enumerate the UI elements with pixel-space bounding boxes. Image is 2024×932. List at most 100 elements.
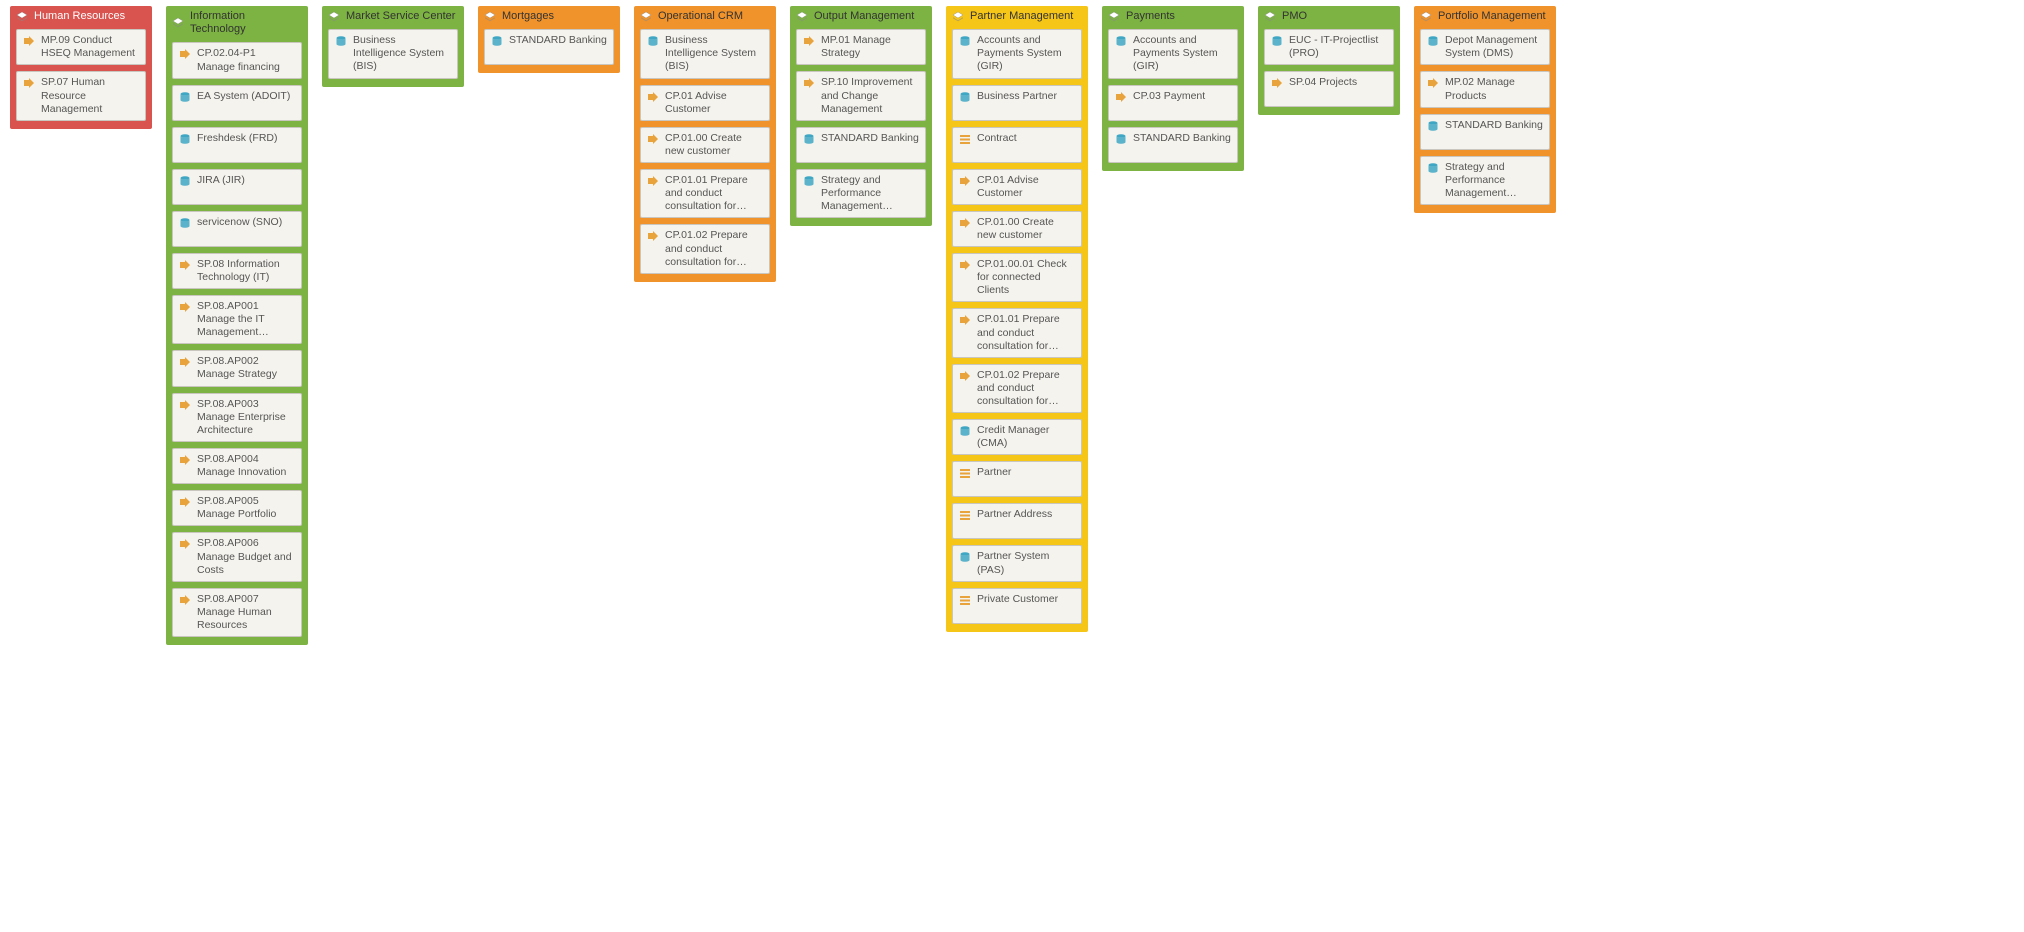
system-db-icon	[959, 91, 971, 103]
card[interactable]: CP.02.04-P1 Manage financing	[172, 42, 302, 78]
card[interactable]: CP.01.01 Prepare and conduct consultatio…	[640, 169, 770, 218]
card[interactable]: SP.07 Human Resource Management	[16, 71, 146, 120]
card[interactable]: CP.01.00 Create new customer	[952, 211, 1082, 247]
card[interactable]: JIRA (JIR)	[172, 169, 302, 205]
card[interactable]: Partner Address	[952, 503, 1082, 539]
card[interactable]: STANDARD Banking	[796, 127, 926, 163]
layers-icon	[1420, 11, 1432, 23]
system-db-icon	[647, 35, 659, 47]
card-label: CP.02.04-P1 Manage financing	[197, 47, 295, 73]
kanban-board: Human Resources MP.09 Conduct HSEQ Manage…	[0, 0, 1566, 665]
card[interactable]: Accounts and Payments System (GIR)	[1108, 29, 1238, 78]
column-payments: Payments Accounts and Payments System (G…	[1102, 6, 1244, 171]
system-db-icon	[1115, 133, 1127, 145]
card[interactable]: Freshdesk (FRD)	[172, 127, 302, 163]
column-header[interactable]: Information Technology	[166, 6, 308, 42]
card-label: Depot Management System (DMS)	[1445, 34, 1543, 60]
system-db-icon	[491, 35, 503, 47]
layers-icon	[328, 11, 340, 23]
card[interactable]: Depot Management System (DMS)	[1420, 29, 1550, 65]
card-label: SP.07 Human Resource Management	[41, 76, 139, 115]
system-db-icon	[335, 35, 347, 47]
card[interactable]: EA System (ADOIT)	[172, 85, 302, 121]
system-db-icon	[803, 133, 815, 145]
process-arrow-icon	[179, 454, 191, 466]
system-db-icon	[1115, 35, 1127, 47]
process-arrow-icon	[1271, 77, 1283, 89]
column-title: Portfolio Management	[1438, 10, 1550, 23]
card-label: SP.08 Information Technology (IT)	[197, 258, 295, 284]
layers-icon	[796, 11, 808, 23]
column-header[interactable]: Human Resources	[10, 6, 152, 29]
card[interactable]: SP.08 Information Technology (IT)	[172, 253, 302, 289]
card[interactable]: SP.08.AP003 Manage Enterprise Architectu…	[172, 393, 302, 442]
card[interactable]: CP.01.02 Prepare and conduct consultatio…	[640, 224, 770, 273]
card[interactable]: Credit Manager (CMA)	[952, 419, 1082, 455]
card[interactable]: SP.08.AP004 Manage Innovation	[172, 448, 302, 484]
process-arrow-icon	[179, 48, 191, 60]
column-header[interactable]: Operational CRM	[634, 6, 776, 29]
process-arrow-icon	[803, 77, 815, 89]
process-arrow-icon	[179, 356, 191, 368]
card[interactable]: STANDARD Banking	[1108, 127, 1238, 163]
card[interactable]: STANDARD Banking	[484, 29, 614, 65]
column-title: Payments	[1126, 10, 1238, 23]
card-label: Business Intelligence System (BIS)	[353, 34, 451, 73]
card[interactable]: Private Customer	[952, 588, 1082, 624]
card[interactable]: Partner	[952, 461, 1082, 497]
process-arrow-icon	[647, 91, 659, 103]
card[interactable]: Contract	[952, 127, 1082, 163]
card[interactable]: CP.01 Advise Customer	[640, 85, 770, 121]
column-header[interactable]: Partner Management	[946, 6, 1088, 29]
column-header[interactable]: Market Service Center	[322, 6, 464, 29]
card[interactable]: SP.08.AP005 Manage Portfolio	[172, 490, 302, 526]
card[interactable]: CP.03 Payment	[1108, 85, 1238, 121]
card[interactable]: Strategy and Performance Management Syst…	[1420, 156, 1550, 205]
card-label: CP.01.00.01 Check for connected Clients	[977, 258, 1075, 297]
card[interactable]: MP.02 Manage Products	[1420, 71, 1550, 107]
process-arrow-icon	[959, 259, 971, 271]
card[interactable]: MP.09 Conduct HSEQ Management	[16, 29, 146, 65]
card-label: SP.08.AP006 Manage Budget and Costs	[197, 537, 295, 576]
column-title: Human Resources	[34, 10, 146, 23]
card[interactable]: CP.01.01 Prepare and conduct consultatio…	[952, 308, 1082, 357]
card[interactable]: Strategy and Performance Management Syst…	[796, 169, 926, 218]
card[interactable]: CP.01.02 Prepare and conduct consultatio…	[952, 364, 1082, 413]
card[interactable]: SP.08.AP007 Manage Human Resources	[172, 588, 302, 637]
card[interactable]: servicenow (SNO)	[172, 211, 302, 247]
layers-icon	[16, 11, 28, 23]
card-label: CP.01.01 Prepare and conduct consultatio…	[977, 313, 1075, 352]
card[interactable]: SP.08.AP006 Manage Budget and Costs	[172, 532, 302, 581]
column-header[interactable]: Portfolio Management	[1414, 6, 1556, 29]
card[interactable]: SP.08.AP002 Manage Strategy	[172, 350, 302, 386]
column-cards: MP.01 Manage Strategy SP.10 Improvement a…	[790, 29, 932, 218]
column-title: Operational CRM	[658, 10, 770, 23]
card[interactable]: SP.08.AP001 Manage the IT Management Fra…	[172, 295, 302, 344]
column-header[interactable]: Mortgages	[478, 6, 620, 29]
column-title: Output Management	[814, 10, 926, 23]
column-header[interactable]: Payments	[1102, 6, 1244, 29]
column-header[interactable]: PMO	[1258, 6, 1400, 29]
column-header[interactable]: Output Management	[790, 6, 932, 29]
card-label: MP.09 Conduct HSEQ Management	[41, 34, 139, 60]
card[interactable]: CP.01.00.01 Check for connected Clients	[952, 253, 1082, 302]
column-output-management: Output Management MP.01 Manage Strategy SP…	[790, 6, 932, 226]
card-label: Business Intelligence System (BIS)	[665, 34, 763, 73]
column-title: Partner Management	[970, 10, 1082, 23]
process-arrow-icon	[959, 175, 971, 187]
card[interactable]: Accounts and Payments System (GIR)	[952, 29, 1082, 78]
process-arrow-icon	[647, 230, 659, 242]
card[interactable]: MP.01 Manage Strategy	[796, 29, 926, 65]
card[interactable]: SP.04 Projects	[1264, 71, 1394, 107]
card[interactable]: Business Partner	[952, 85, 1082, 121]
card[interactable]: EUC - IT-Projectlist (PRO)	[1264, 29, 1394, 65]
card[interactable]: Business Intelligence System (BIS)	[640, 29, 770, 78]
card[interactable]: STANDARD Banking	[1420, 114, 1550, 150]
card[interactable]: CP.01.00 Create new customer	[640, 127, 770, 163]
card[interactable]: Business Intelligence System (BIS)	[328, 29, 458, 78]
card[interactable]: CP.01 Advise Customer	[952, 169, 1082, 205]
card[interactable]: Partner System (PAS)	[952, 545, 1082, 581]
card[interactable]: SP.10 Improvement and Change Management	[796, 71, 926, 120]
card-label: STANDARD Banking	[1445, 119, 1543, 132]
layers-icon	[1108, 11, 1120, 23]
